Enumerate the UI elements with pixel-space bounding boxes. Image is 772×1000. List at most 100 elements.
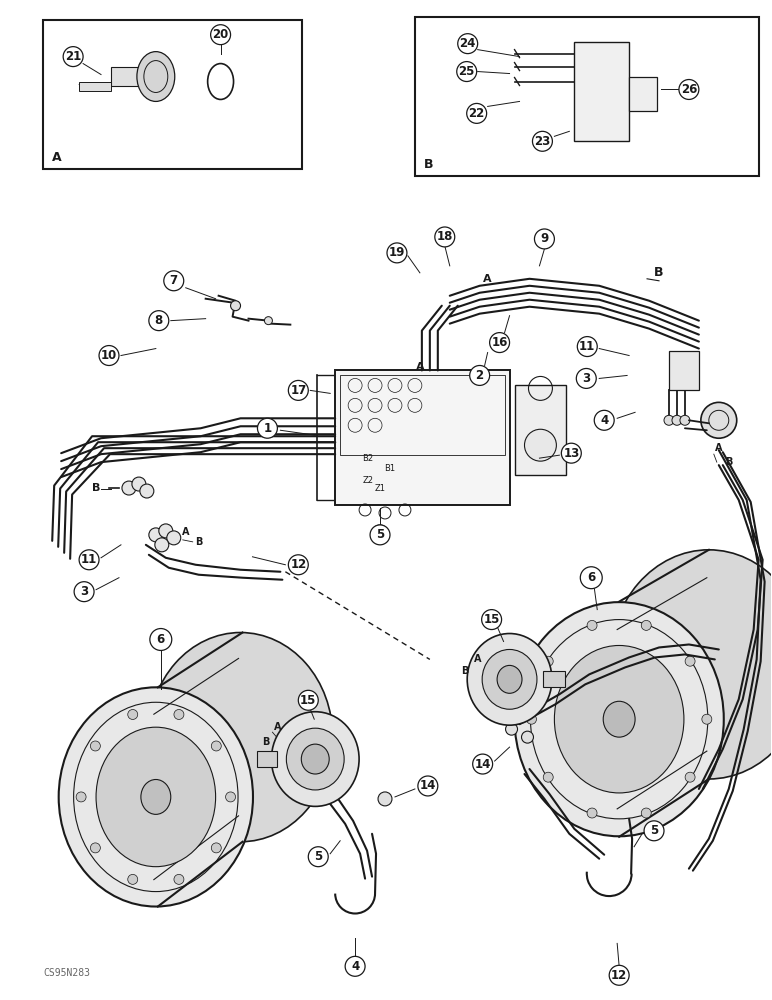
Text: 15: 15 [300, 694, 317, 707]
Circle shape [212, 741, 222, 751]
Circle shape [231, 301, 241, 311]
Text: 11: 11 [81, 553, 97, 566]
Circle shape [482, 610, 502, 630]
Circle shape [74, 582, 94, 602]
Text: 6: 6 [587, 571, 595, 584]
Text: A: A [715, 443, 723, 453]
Circle shape [527, 714, 537, 724]
Circle shape [127, 710, 137, 719]
Text: B1: B1 [384, 464, 395, 473]
Circle shape [581, 567, 602, 589]
Circle shape [642, 620, 652, 630]
Text: Z1: Z1 [374, 484, 385, 493]
Text: 15: 15 [483, 613, 499, 626]
Circle shape [534, 229, 554, 249]
Circle shape [164, 271, 184, 291]
Circle shape [140, 484, 154, 498]
Circle shape [378, 792, 392, 806]
Circle shape [258, 418, 277, 438]
Bar [335, 370, 510, 505]
Circle shape [587, 620, 597, 630]
Ellipse shape [148, 633, 333, 842]
Ellipse shape [609, 550, 772, 779]
Circle shape [506, 723, 517, 735]
Circle shape [155, 538, 169, 552]
Circle shape [664, 415, 674, 425]
Text: 5: 5 [650, 824, 659, 837]
Text: A: A [52, 151, 62, 164]
Circle shape [159, 524, 173, 538]
Text: 4: 4 [351, 960, 359, 973]
Circle shape [594, 410, 615, 430]
Text: 14: 14 [475, 758, 491, 771]
Circle shape [472, 754, 493, 774]
Circle shape [345, 956, 365, 976]
Text: 6: 6 [157, 633, 165, 646]
Circle shape [149, 311, 169, 331]
Circle shape [701, 402, 736, 438]
Circle shape [76, 792, 86, 802]
Circle shape [685, 772, 695, 782]
Bar [43, 20, 303, 169]
Text: 5: 5 [314, 850, 323, 863]
Circle shape [587, 808, 597, 818]
Text: 24: 24 [459, 37, 476, 50]
Circle shape [680, 415, 690, 425]
Ellipse shape [272, 712, 359, 806]
Circle shape [90, 843, 100, 853]
Ellipse shape [497, 665, 522, 693]
Text: 5: 5 [376, 528, 384, 541]
Ellipse shape [286, 728, 344, 790]
Bar [543, 671, 565, 687]
Circle shape [541, 675, 550, 683]
Text: B: B [725, 457, 733, 467]
Text: 17: 17 [290, 384, 306, 397]
Circle shape [289, 555, 308, 575]
Circle shape [293, 720, 300, 728]
Circle shape [122, 481, 136, 495]
Text: 18: 18 [437, 230, 453, 243]
Circle shape [132, 477, 146, 491]
Ellipse shape [96, 727, 215, 867]
Bar [258, 751, 277, 767]
Ellipse shape [603, 701, 635, 737]
Circle shape [435, 227, 455, 247]
Text: B: B [654, 266, 664, 279]
Circle shape [469, 675, 478, 683]
Circle shape [457, 62, 476, 82]
Ellipse shape [482, 649, 537, 709]
Circle shape [577, 337, 598, 357]
Circle shape [79, 550, 99, 570]
Text: A: A [415, 362, 424, 372]
Text: 2: 2 [476, 369, 484, 382]
Text: 3: 3 [582, 372, 591, 385]
Circle shape [174, 874, 184, 884]
Circle shape [387, 243, 407, 263]
Bar [79, 82, 111, 91]
Text: B: B [262, 737, 269, 747]
Text: 25: 25 [459, 65, 475, 78]
Circle shape [702, 714, 712, 724]
Circle shape [150, 629, 172, 650]
Circle shape [330, 790, 338, 798]
Bar [629, 77, 657, 111]
Text: A: A [182, 527, 189, 537]
Circle shape [524, 429, 557, 461]
Text: 8: 8 [154, 314, 163, 327]
Ellipse shape [59, 687, 253, 907]
Circle shape [543, 656, 554, 666]
Text: 7: 7 [170, 274, 178, 287]
Text: 21: 21 [65, 50, 81, 63]
Bar [574, 42, 629, 141]
Circle shape [488, 710, 496, 718]
Bar [415, 17, 759, 176]
Circle shape [561, 443, 581, 463]
Circle shape [467, 103, 486, 123]
Circle shape [543, 772, 554, 782]
Circle shape [370, 525, 390, 545]
Text: B: B [424, 158, 434, 171]
Circle shape [672, 415, 682, 425]
Ellipse shape [301, 744, 329, 774]
Text: Z2: Z2 [363, 476, 374, 485]
Circle shape [418, 776, 438, 796]
